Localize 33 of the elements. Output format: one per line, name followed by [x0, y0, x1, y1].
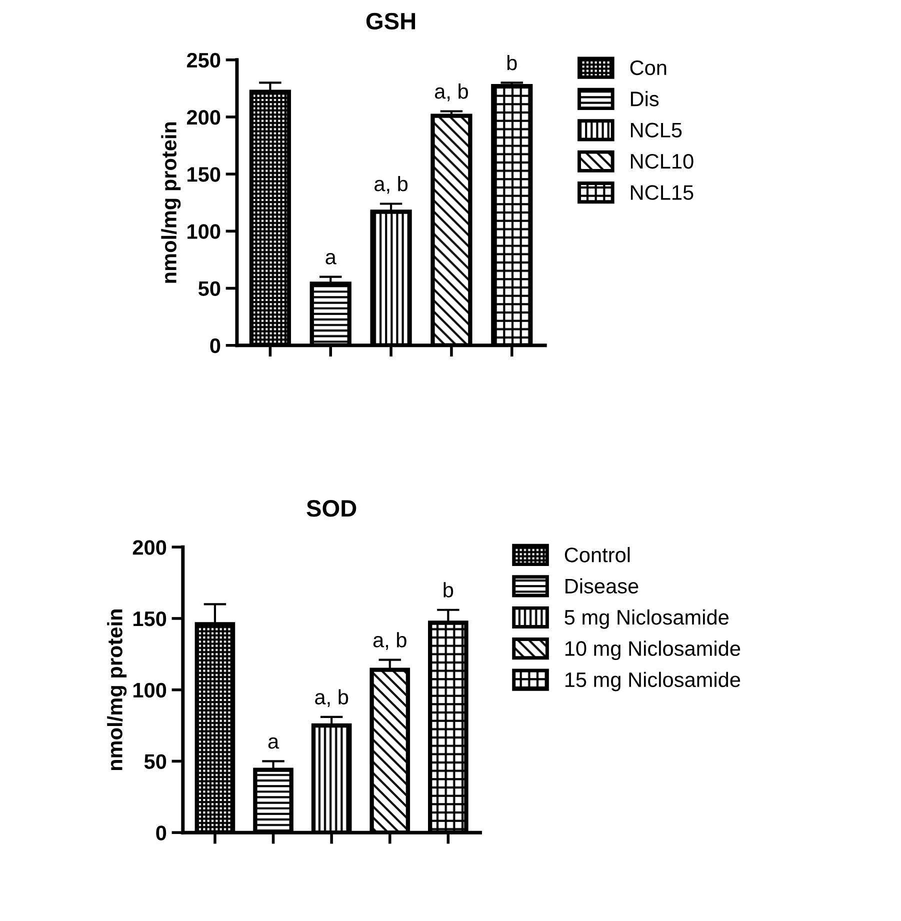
y-tick-label: 250 [186, 52, 220, 68]
data-label: a, b [373, 632, 406, 650]
y-tick-label: 0 [210, 338, 220, 354]
legend-label: NCL10 [630, 154, 694, 169]
y-tick-label: 50 [198, 281, 220, 296]
legend-label: 15 mg Niclosamide [565, 672, 740, 692]
y-tick-label: 200 [132, 540, 166, 555]
data-label: a, b [434, 84, 468, 102]
y-tick-label: 200 [186, 110, 220, 125]
y-tick-label: 150 [133, 611, 166, 626]
legend-label: 5 mg Niclosamide [564, 609, 728, 629]
legend-label: Control [564, 547, 630, 562]
y-tick-label: 150 [188, 167, 220, 182]
data-label: a [326, 252, 336, 264]
data-label: a [268, 737, 280, 749]
chart-title: SOD [306, 500, 356, 517]
y-tick-label: 0 [156, 826, 166, 840]
legend-label: NCL15 [630, 185, 694, 200]
y-tick-label: 50 [144, 754, 166, 769]
data-label: b [444, 582, 454, 598]
legend-label: NCL5 [630, 122, 682, 138]
legend-label: 10 mg Niclosamide [565, 640, 740, 660]
y-axis-title: nmol/mg protein [161, 122, 181, 283]
y-tick-label: 100 [133, 682, 166, 698]
data-label: a, b [315, 689, 348, 707]
legend-label: Disease [566, 578, 638, 594]
legend-label: Con [630, 60, 666, 76]
y-axis-title: nmol/mg protein [107, 610, 127, 770]
data-label: a, b [374, 176, 408, 194]
data-label: b [507, 54, 517, 70]
y-tick-label: 100 [188, 224, 220, 239]
legend-label: Dis [630, 91, 659, 106]
chart-title: GSH [366, 12, 416, 30]
